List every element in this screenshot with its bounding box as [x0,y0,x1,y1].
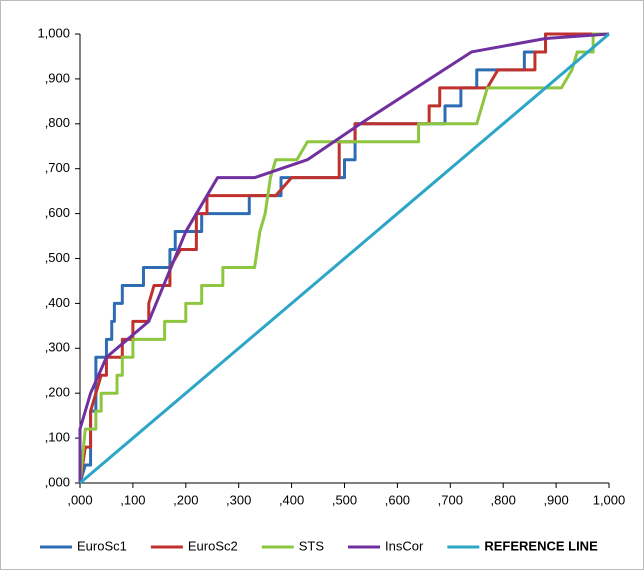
legend-label: EuroSc1 [77,538,127,553]
legend-label: InsCor [385,538,424,553]
y-tick-label: ,000 [45,474,70,489]
x-tick-label: ,700 [438,492,463,507]
y-tick-label: ,700 [45,160,70,175]
x-tick-label: ,000 [67,492,92,507]
y-tick-label: ,300 [45,340,70,355]
y-tick-label: ,400 [45,295,70,310]
x-tick-label: ,500 [332,492,357,507]
legend-label: STS [299,538,325,553]
legend-label: EuroSc2 [188,538,238,553]
y-tick-label: 1,000 [37,25,70,40]
y-tick-label: ,200 [45,385,70,400]
legend-label: REFERENCE LINE [484,538,598,553]
y-tick-label: ,500 [45,250,70,265]
x-tick-label: ,300 [226,492,251,507]
x-tick-label: ,200 [173,492,198,507]
x-tick-label: ,600 [385,492,410,507]
y-tick-label: ,100 [45,430,70,445]
x-tick-label: ,900 [543,492,568,507]
x-tick-label: ,100 [120,492,145,507]
series-line [78,32,610,483]
y-tick-label: ,600 [45,205,70,220]
x-tick-label: 1,000 [593,492,626,507]
y-tick-label: ,900 [45,70,70,85]
series-line [78,32,609,484]
x-tick-label: ,800 [491,492,516,507]
x-tick-label: ,400 [279,492,304,507]
series-line [79,32,610,485]
y-tick-label: ,800 [45,115,70,130]
